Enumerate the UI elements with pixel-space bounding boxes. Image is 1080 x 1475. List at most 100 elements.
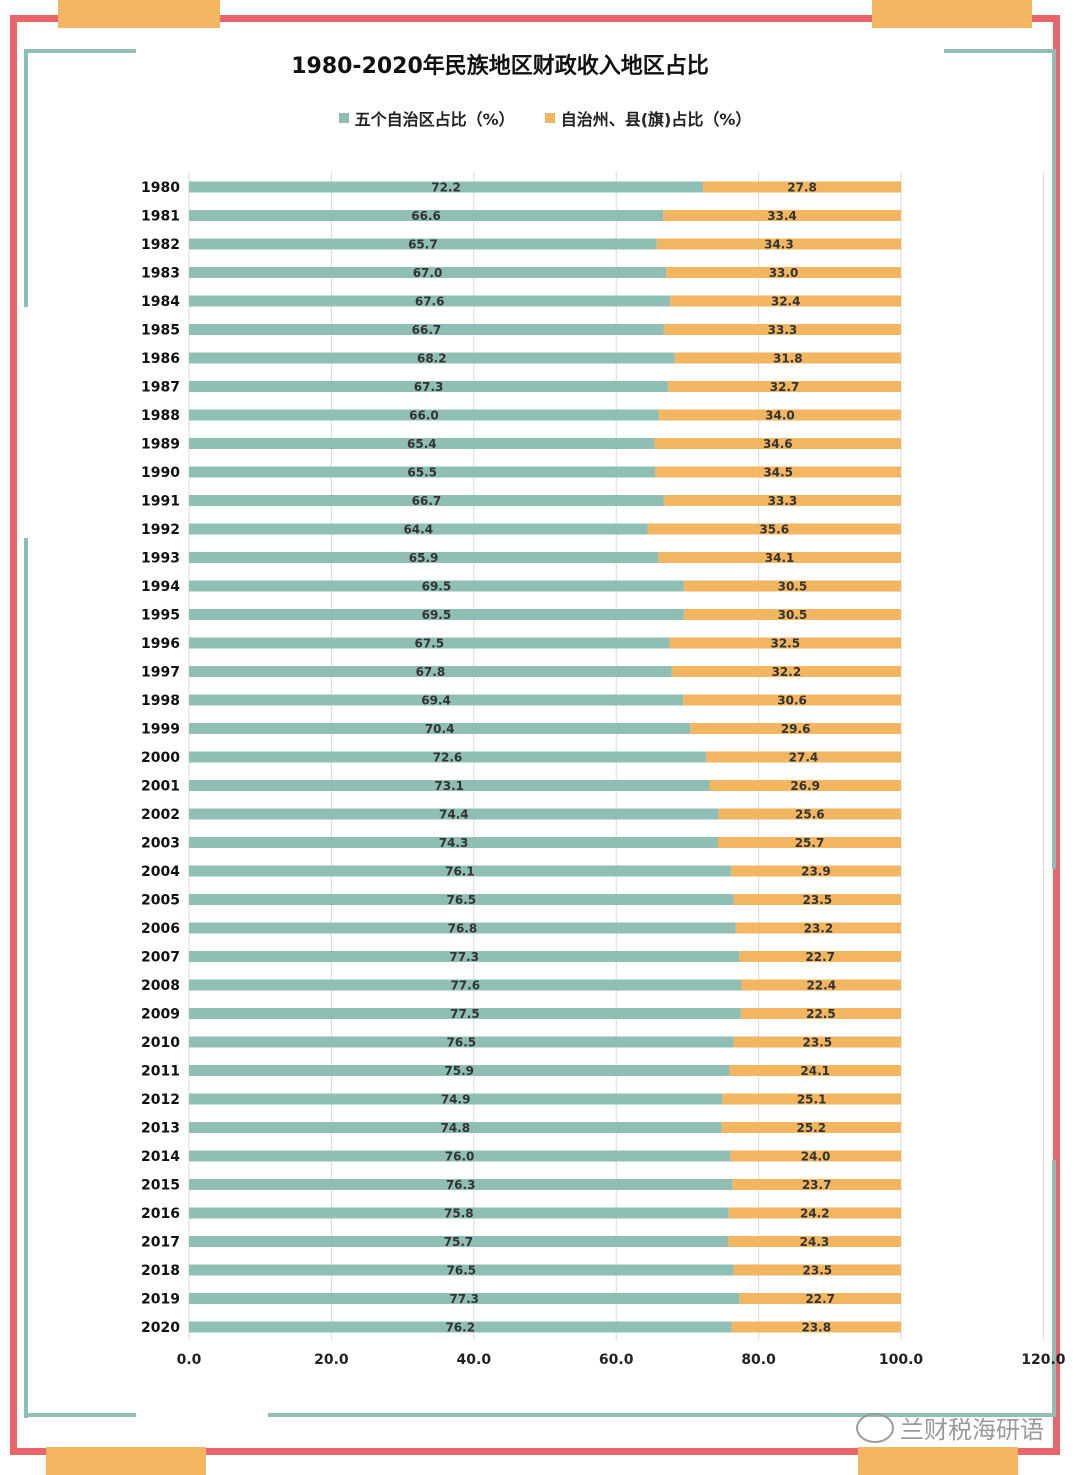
bar-segment-autonomous-regions (189, 808, 719, 820)
bar-segment-autonomous-regions (189, 922, 736, 934)
bar-segment-autonomous-regions (189, 1321, 732, 1333)
bar-segment-prefectures-counties (732, 1179, 901, 1190)
bar-segment-autonomous-regions (189, 894, 734, 905)
data-label-prefectures-counties: 30.6 (777, 694, 807, 708)
data-label-autonomous-regions: 66.7 (412, 494, 442, 508)
y-category-label: 1984 (141, 294, 180, 310)
data-label-autonomous-regions: 70.4 (425, 722, 455, 736)
y-category-label: 2016 (141, 1206, 180, 1222)
bar-segment-autonomous-regions (189, 295, 671, 307)
bar-segment-autonomous-regions (189, 1065, 730, 1076)
data-label-prefectures-counties: 27.4 (789, 751, 819, 765)
y-category-label: 1991 (141, 494, 180, 510)
bar-segment-prefectures-counties (683, 580, 901, 592)
data-label-autonomous-regions: 67.5 (414, 637, 444, 651)
bar-segment-autonomous-regions (189, 1264, 734, 1276)
bar-segment-autonomous-regions (189, 751, 706, 763)
outer-frame (10, 15, 1060, 1455)
bar-segment-prefectures-counties (656, 238, 901, 250)
y-category-label: 2000 (141, 750, 180, 766)
data-label-prefectures-counties: 35.6 (759, 523, 789, 537)
bar-segment-prefectures-counties (722, 1093, 901, 1105)
y-category-label: 1997 (141, 665, 180, 681)
data-label-prefectures-counties: 23.5 (803, 1036, 833, 1050)
bar-segment-autonomous-regions (189, 1036, 734, 1048)
bar-segment-autonomous-regions (189, 352, 675, 364)
data-label-autonomous-regions: 75.9 (444, 1064, 474, 1078)
bar-segment-autonomous-regions (189, 1236, 728, 1247)
bar-segment-prefectures-counties (731, 1321, 901, 1333)
y-category-label: 2009 (141, 1007, 180, 1023)
legend-label-prefectures-counties: 自治州、县(旗)占比（%） (560, 110, 752, 129)
bar-segment-prefectures-counties (729, 1065, 901, 1076)
y-category-label: 2012 (141, 1092, 180, 1108)
bar-segment-prefectures-counties (728, 1207, 901, 1219)
data-label-prefectures-counties: 22.5 (806, 1007, 836, 1021)
y-category-label: 2011 (141, 1064, 180, 1080)
bar-segment-autonomous-regions (189, 438, 655, 449)
data-label-prefectures-counties: 25.6 (795, 808, 825, 822)
y-category-label: 1981 (141, 209, 180, 225)
data-label-prefectures-counties: 34.1 (765, 551, 795, 565)
bar-segment-prefectures-counties (658, 552, 901, 563)
bar-segment-prefectures-counties (663, 495, 901, 506)
bar-segment-autonomous-regions (189, 552, 659, 563)
y-category-label: 2004 (141, 864, 180, 880)
bar-segment-autonomous-regions (189, 1008, 741, 1019)
x-tick-label: 60.0 (599, 1352, 634, 1368)
bar-segment-prefectures-counties (721, 1122, 901, 1133)
bar-segment-autonomous-regions (189, 1122, 722, 1133)
y-category-label: 2018 (141, 1263, 180, 1279)
x-tick-label: 80.0 (741, 1352, 776, 1368)
y-category-label: 2017 (141, 1235, 180, 1251)
data-label-autonomous-regions: 67.6 (415, 295, 445, 309)
bar-segment-prefectures-counties (739, 1293, 901, 1304)
data-label-autonomous-regions: 69.5 (422, 608, 452, 622)
corner-top-right-h (944, 49, 1056, 53)
data-label-autonomous-regions: 66.6 (411, 209, 441, 223)
bar-segment-prefectures-counties (718, 837, 901, 848)
data-label-prefectures-counties: 24.1 (800, 1064, 830, 1078)
y-category-label: 2015 (141, 1178, 180, 1194)
y-category-label: 1982 (141, 237, 180, 253)
bar-segment-prefectures-counties (735, 922, 901, 934)
data-label-prefectures-counties: 23.2 (804, 922, 834, 936)
data-label-autonomous-regions: 67.8 (416, 665, 446, 679)
corner-bottom-right-v (1052, 1160, 1056, 1416)
data-label-prefectures-counties: 22.7 (805, 1292, 835, 1306)
data-label-prefectures-counties: 25.2 (796, 1121, 826, 1135)
data-label-prefectures-counties: 32.7 (770, 380, 800, 394)
data-label-prefectures-counties: 23.8 (801, 1321, 831, 1335)
data-label-prefectures-counties: 34.5 (763, 466, 793, 480)
bar-segment-prefectures-counties (718, 808, 901, 820)
bar-segment-autonomous-regions (189, 951, 740, 962)
data-label-autonomous-regions: 77.5 (450, 1007, 480, 1021)
x-tick-label: 100.0 (879, 1352, 924, 1368)
data-label-autonomous-regions: 69.4 (421, 694, 451, 708)
bar-segment-prefectures-counties (709, 780, 901, 791)
y-category-label: 1994 (141, 579, 180, 595)
data-label-autonomous-regions: 65.4 (407, 437, 437, 451)
y-category-label: 1988 (141, 408, 180, 424)
bar-segment-prefectures-counties (733, 894, 901, 905)
bar-segment-prefectures-counties (730, 865, 901, 877)
bar-segment-prefectures-counties (741, 979, 901, 991)
bar-segment-prefectures-counties (671, 666, 901, 677)
bar-segment-autonomous-regions (189, 210, 664, 221)
x-tick-label: 0.0 (177, 1352, 202, 1368)
data-label-autonomous-regions: 65.5 (407, 466, 437, 480)
top-right-tab (872, 0, 1032, 28)
bar-segment-autonomous-regions (189, 609, 684, 620)
data-label-autonomous-regions: 76.0 (445, 1150, 475, 1164)
y-category-label: 2001 (141, 779, 180, 795)
data-label-prefectures-counties: 24.0 (801, 1150, 831, 1164)
data-label-autonomous-regions: 66.7 (412, 323, 442, 337)
corner-bottom-left-h (24, 1413, 136, 1417)
bar-segment-prefectures-counties (666, 267, 901, 278)
data-label-prefectures-counties: 24.2 (800, 1207, 830, 1221)
data-label-autonomous-regions: 76.3 (446, 1178, 476, 1192)
bar-segment-prefectures-counties (683, 609, 901, 620)
legend-label-autonomous-regions: 五个自治区占比（%） (354, 110, 515, 129)
bar-segment-autonomous-regions (189, 495, 664, 506)
